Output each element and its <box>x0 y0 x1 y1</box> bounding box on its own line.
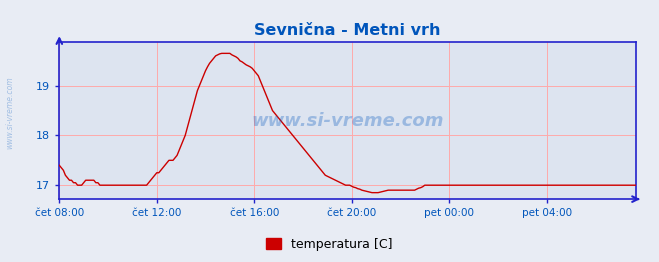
Text: www.si-vreme.com: www.si-vreme.com <box>5 76 14 149</box>
Text: www.si-vreme.com: www.si-vreme.com <box>251 112 444 129</box>
Legend: temperatura [C]: temperatura [C] <box>261 233 398 256</box>
Title: Sevnična - Metni vrh: Sevnična - Metni vrh <box>254 23 441 38</box>
